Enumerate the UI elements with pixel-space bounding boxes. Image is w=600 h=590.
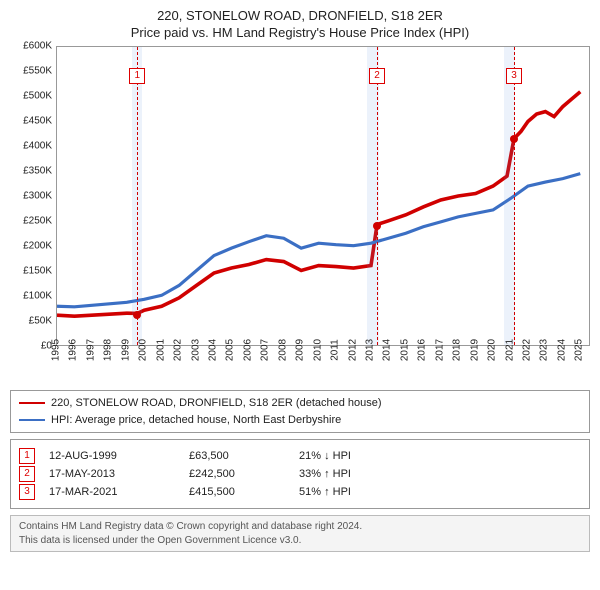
x-tick-label: 2016 xyxy=(417,339,428,361)
y-tick-label: £350K xyxy=(23,166,52,177)
legend-row: 220, STONELOW ROAD, DRONFIELD, S18 2ER (… xyxy=(19,395,581,412)
event-row-badge: 1 xyxy=(19,448,35,464)
x-tick-label: 2002 xyxy=(173,339,184,361)
event-line xyxy=(514,47,515,345)
event-row-date: 12-AUG-1999 xyxy=(49,450,189,462)
x-tick-label: 1998 xyxy=(103,339,114,361)
y-tick-label: £400K xyxy=(23,141,52,152)
event-badge: 1 xyxy=(129,68,145,84)
x-tick-label: 2012 xyxy=(347,339,358,361)
x-tick-label: 2005 xyxy=(225,339,236,361)
y-tick-label: £600K xyxy=(23,41,52,52)
legend-swatch xyxy=(19,402,45,404)
y-tick-label: £200K xyxy=(23,241,52,252)
x-tick-label: 2001 xyxy=(155,339,166,361)
x-tick-label: 2008 xyxy=(277,339,288,361)
chart-title-sub: Price paid vs. HM Land Registry's House … xyxy=(10,25,590,40)
chart-titles: 220, STONELOW ROAD, DRONFIELD, S18 2ER P… xyxy=(10,8,590,46)
legend-row: HPI: Average price, detached house, Nort… xyxy=(19,412,581,429)
x-tick-label: 2013 xyxy=(364,339,375,361)
footer-line1: Contains HM Land Registry data © Crown c… xyxy=(19,520,581,534)
x-tick-label: 2022 xyxy=(521,339,532,361)
event-row-badge: 2 xyxy=(19,466,35,482)
x-tick-label: 2000 xyxy=(138,339,149,361)
x-tick-label: 2010 xyxy=(312,339,323,361)
y-tick-label: £250K xyxy=(23,216,52,227)
chart-title-address: 220, STONELOW ROAD, DRONFIELD, S18 2ER xyxy=(10,8,590,23)
y-tick-label: £150K xyxy=(23,266,52,277)
x-tick-label: 2020 xyxy=(487,339,498,361)
legend: 220, STONELOW ROAD, DRONFIELD, S18 2ER (… xyxy=(10,390,590,433)
events-table: 1 12-AUG-1999£63,50021% ↓ HPI 2 17-MAY-2013… xyxy=(10,439,590,509)
y-tick-label: £50K xyxy=(29,316,52,327)
x-tick-label: 1997 xyxy=(85,339,96,361)
legend-label: 220, STONELOW ROAD, DRONFIELD, S18 2ER (… xyxy=(51,395,382,412)
y-tick-label: £550K xyxy=(23,66,52,77)
event-badge: 2 xyxy=(369,68,385,84)
x-tick-label: 2015 xyxy=(399,339,410,361)
x-tick-label: 1996 xyxy=(68,339,79,361)
event-row: 1 12-AUG-1999£63,50021% ↓ HPI xyxy=(19,448,581,464)
footer-line2: This data is licensed under the Open Gov… xyxy=(19,534,581,548)
legend-label: HPI: Average price, detached house, Nort… xyxy=(51,412,341,429)
event-row-date: 17-MAY-2013 xyxy=(49,468,189,480)
chart: £0£50K£100K£150K£200K£250K£300K£350K£400… xyxy=(10,46,590,386)
plot-area: 1 2 3 xyxy=(56,46,590,346)
x-tick-label: 2017 xyxy=(434,339,445,361)
event-row: 2 17-MAY-2013£242,50033% ↑ HPI xyxy=(19,466,581,482)
x-tick-label: 2011 xyxy=(330,339,341,361)
x-tick-label: 2019 xyxy=(469,339,480,361)
legend-swatch xyxy=(19,419,45,421)
y-tick-label: £300K xyxy=(23,191,52,202)
x-tick-label: 2003 xyxy=(190,339,201,361)
event-row-date: 17-MAR-2021 xyxy=(49,486,189,498)
x-tick-label: 2023 xyxy=(539,339,550,361)
event-line xyxy=(137,47,138,345)
x-tick-label: 1995 xyxy=(51,339,62,361)
x-tick-label: 2006 xyxy=(242,339,253,361)
x-tick-label: 2007 xyxy=(260,339,271,361)
y-axis: £0£50K£100K£150K£200K£250K£300K£350K£400… xyxy=(10,46,56,346)
event-row-delta: 33% ↑ HPI xyxy=(299,468,581,480)
x-tick-label: 2025 xyxy=(574,339,585,361)
x-tick-label: 2024 xyxy=(556,339,567,361)
event-row-price: £242,500 xyxy=(189,468,299,480)
y-tick-label: £100K xyxy=(23,291,52,302)
footer-attribution: Contains HM Land Registry data © Crown c… xyxy=(10,515,590,552)
series-marker xyxy=(510,135,518,143)
series-marker xyxy=(133,311,141,319)
event-row-delta: 51% ↑ HPI xyxy=(299,486,581,498)
x-tick-label: 2014 xyxy=(382,339,393,361)
x-tick-label: 2021 xyxy=(504,339,515,361)
event-row-price: £63,500 xyxy=(189,450,299,462)
x-tick-label: 2018 xyxy=(452,339,463,361)
x-axis: 1995199619971998199920002001200220032004… xyxy=(56,346,590,386)
event-row-badge: 3 xyxy=(19,484,35,500)
y-tick-label: £500K xyxy=(23,91,52,102)
x-tick-label: 2009 xyxy=(295,339,306,361)
page: 220, STONELOW ROAD, DRONFIELD, S18 2ER P… xyxy=(0,0,600,590)
x-tick-label: 2004 xyxy=(207,339,218,361)
y-tick-label: £450K xyxy=(23,116,52,127)
event-row-delta: 21% ↓ HPI xyxy=(299,450,581,462)
x-tick-label: 1999 xyxy=(120,339,131,361)
event-badge: 3 xyxy=(506,68,522,84)
series-marker xyxy=(373,222,381,230)
event-line xyxy=(377,47,378,345)
event-row: 3 17-MAR-2021£415,50051% ↑ HPI xyxy=(19,484,581,500)
event-row-price: £415,500 xyxy=(189,486,299,498)
